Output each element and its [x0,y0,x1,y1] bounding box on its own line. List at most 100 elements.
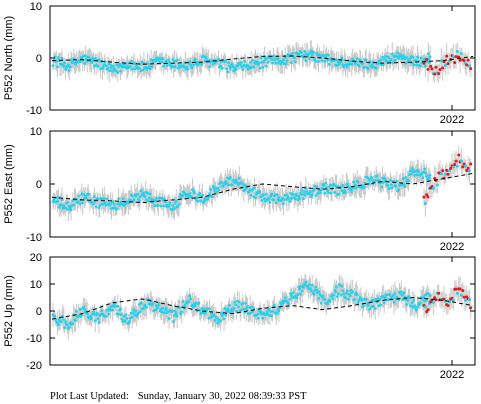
up-data-point [378,297,382,301]
up-data-point [339,293,343,297]
up-data-point [130,315,134,319]
north-data-point [361,62,364,66]
east-recent-point [425,193,429,197]
east-data-point [249,193,253,197]
north-data-point [56,65,59,69]
up-data-point [291,291,295,295]
east-data-point [293,197,297,201]
north-ylabel: P552 North (mm) [3,16,15,100]
north-data-point [111,69,114,73]
up-data-point [379,303,382,307]
east-data-point [260,199,264,202]
north-data-point [262,60,265,64]
east-data-point [337,192,341,196]
up-data-point [355,293,359,297]
up-recent-point [469,306,473,310]
north-data-point [193,57,197,61]
east-data-point [69,208,73,212]
up-data-point [344,296,347,300]
north-data-point [239,61,243,64]
up-ytick-label: 20 [30,252,42,264]
north-data-point [183,65,186,69]
up-ytick-label: 0 [36,306,42,318]
east-data-point [192,191,196,195]
up-data-point [265,310,269,313]
east-data-point [354,183,357,187]
north-data-point [104,64,108,68]
up-data-point [341,289,345,293]
up-plot-area [51,274,474,341]
east-data-point [136,192,140,196]
up-data-point [364,298,368,301]
north-data-point [381,63,385,67]
east-data-point [68,206,72,209]
up-data-point [317,297,320,300]
up-data-point [232,306,236,310]
east-data-point [201,193,204,197]
north-data-point [129,59,133,63]
east-data-point [116,202,120,206]
north-data-point [165,64,169,67]
east-data-point [195,196,199,200]
east-recent-point [451,165,455,169]
up-data-point [401,298,405,302]
east-data-point [215,190,219,194]
east-data-point [72,203,76,207]
north-data-point [350,62,354,66]
up-data-point [215,316,219,320]
up-data-point [100,309,103,313]
north-data-point [68,65,72,69]
up-data-point [301,285,305,289]
north-data-point [349,59,353,63]
east-recent-point [454,159,458,163]
north-data-point [426,52,430,56]
up-data-point [220,314,224,317]
east-model-curve [51,172,474,204]
east-data-point [66,201,69,205]
north-data-point [69,58,73,62]
up-data-point [415,308,418,312]
up-data-point [336,292,340,296]
east-data-point [410,167,414,171]
up-recent-point [461,289,465,293]
up-data-point [428,294,432,298]
north-recent-point [433,72,437,76]
up-data-point [388,293,391,296]
east-recent-point [443,172,447,176]
east-data-point [274,201,278,205]
up-data-point [342,292,346,296]
north-data-point [175,58,179,62]
north-recent-point [442,60,446,64]
east-data-point [208,192,212,196]
north-data-point [161,57,165,60]
north-recent-point [466,58,470,62]
east-recent-point [453,162,457,166]
east-data-point [404,176,408,180]
north-data-point [264,64,268,68]
east-data-point [301,197,305,201]
east-data-point [386,183,390,187]
north-data-point [381,55,384,59]
east-data-point [96,197,100,201]
up-data-point [412,298,416,302]
east-data-point [367,182,371,186]
north-data-point [414,59,418,63]
north-data-point [91,56,94,60]
north-data-point [118,62,121,66]
up-data-point [277,309,281,313]
north-data-point [106,66,110,70]
east-data-point [324,181,328,185]
north-data-point [243,60,247,63]
north-data-point [399,53,402,56]
east-data-point [343,188,346,192]
east-data-point [78,202,82,205]
east-data-point [105,197,109,201]
north-data-point [102,65,105,69]
east-data-point [354,186,358,190]
up-data-point [111,308,114,312]
up-data-point [405,302,409,306]
east-data-point [199,199,203,203]
north-data-point [174,65,177,68]
up-data-point [280,303,283,307]
east-data-point [277,196,281,199]
